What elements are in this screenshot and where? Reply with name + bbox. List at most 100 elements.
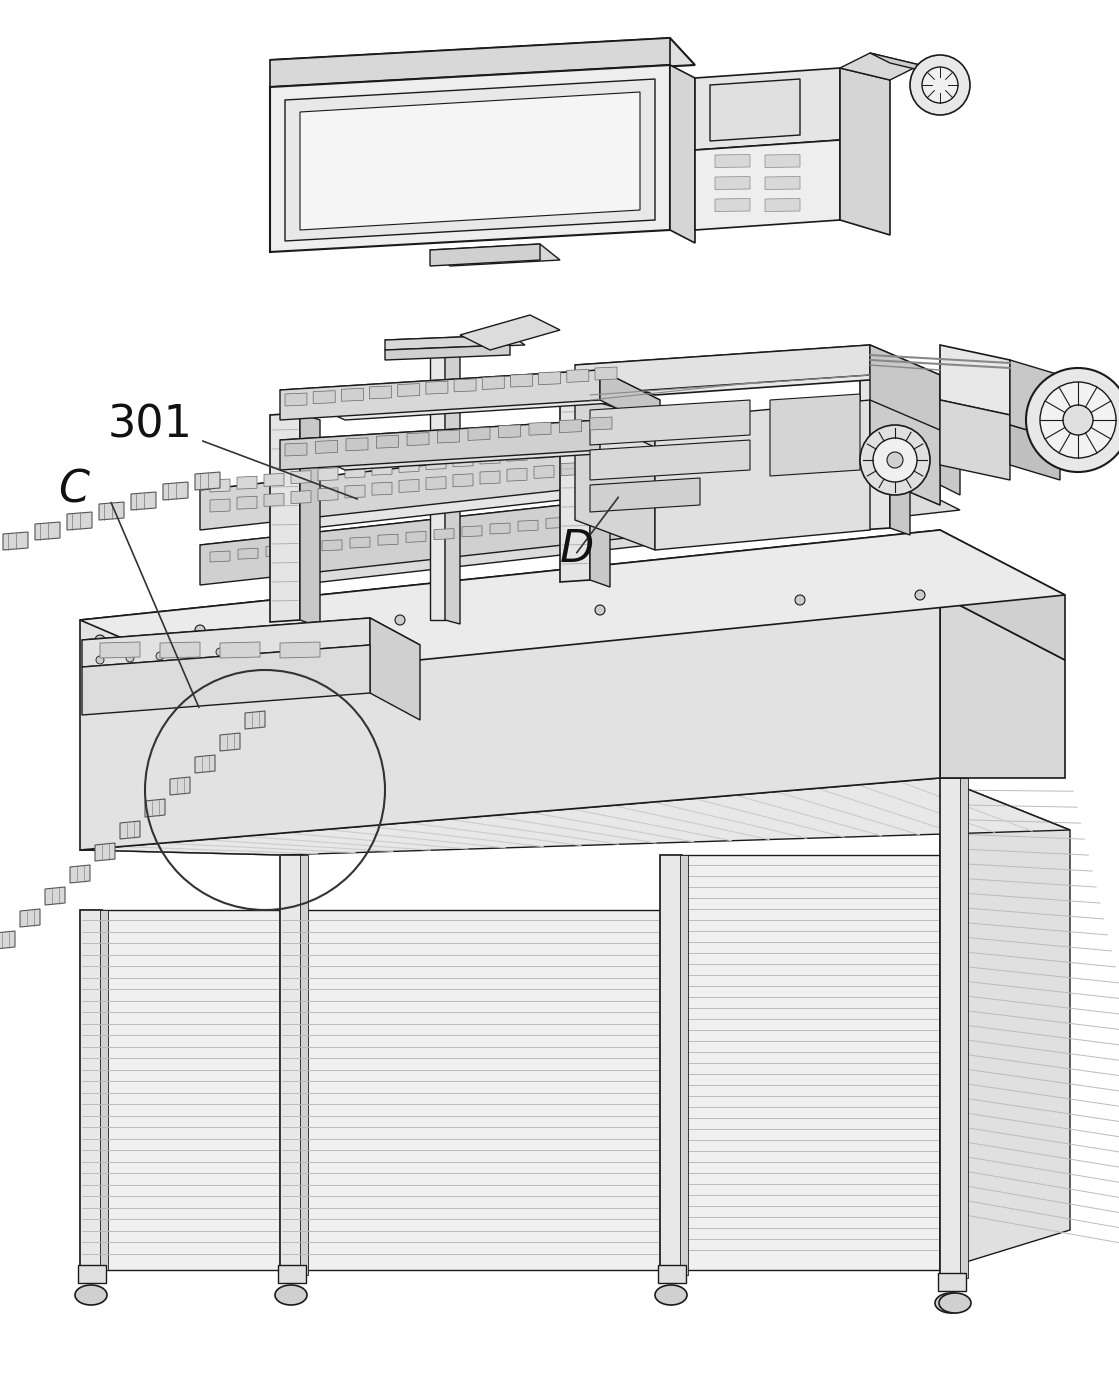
Polygon shape: [840, 68, 890, 235]
Circle shape: [195, 625, 205, 635]
Polygon shape: [300, 92, 640, 231]
Polygon shape: [397, 383, 420, 396]
Circle shape: [887, 451, 903, 468]
Polygon shape: [460, 315, 560, 350]
Polygon shape: [453, 454, 473, 467]
Polygon shape: [280, 369, 600, 419]
Polygon shape: [803, 438, 824, 450]
Polygon shape: [642, 454, 662, 467]
Polygon shape: [590, 400, 750, 444]
Polygon shape: [709, 79, 800, 142]
Polygon shape: [385, 344, 510, 360]
Polygon shape: [200, 415, 960, 531]
Polygon shape: [869, 53, 940, 75]
Polygon shape: [660, 856, 940, 1270]
Polygon shape: [770, 394, 861, 476]
Circle shape: [395, 615, 405, 625]
Polygon shape: [79, 778, 1070, 856]
Polygon shape: [82, 644, 370, 715]
Polygon shape: [770, 494, 790, 506]
Polygon shape: [890, 368, 910, 535]
Polygon shape: [534, 465, 554, 478]
Polygon shape: [658, 506, 678, 517]
Polygon shape: [869, 344, 940, 506]
Circle shape: [1026, 368, 1119, 472]
Polygon shape: [100, 910, 109, 1270]
Polygon shape: [313, 390, 336, 404]
Polygon shape: [575, 344, 940, 394]
Polygon shape: [940, 594, 1065, 778]
Polygon shape: [803, 418, 824, 431]
Polygon shape: [220, 733, 239, 751]
Polygon shape: [454, 379, 476, 392]
Polygon shape: [195, 472, 220, 490]
Polygon shape: [67, 513, 92, 531]
Polygon shape: [831, 414, 852, 428]
Polygon shape: [372, 463, 392, 475]
Polygon shape: [529, 422, 551, 435]
Polygon shape: [95, 843, 115, 861]
Circle shape: [861, 425, 930, 494]
Text: 301: 301: [109, 403, 192, 446]
Circle shape: [915, 590, 925, 600]
Circle shape: [216, 649, 224, 656]
Circle shape: [186, 650, 194, 658]
Polygon shape: [575, 344, 869, 394]
Polygon shape: [765, 154, 800, 168]
Polygon shape: [798, 492, 818, 503]
Polygon shape: [715, 199, 750, 211]
Polygon shape: [567, 369, 589, 382]
Polygon shape: [195, 756, 215, 774]
Polygon shape: [285, 393, 307, 406]
Polygon shape: [615, 457, 634, 469]
Polygon shape: [670, 65, 695, 243]
Polygon shape: [210, 551, 231, 563]
Polygon shape: [200, 415, 880, 531]
Polygon shape: [318, 468, 338, 481]
Polygon shape: [291, 490, 311, 504]
Polygon shape: [715, 176, 750, 189]
Polygon shape: [131, 492, 156, 510]
Polygon shape: [278, 1265, 305, 1283]
Polygon shape: [280, 910, 660, 1270]
Polygon shape: [669, 451, 689, 464]
Polygon shape: [345, 465, 365, 478]
Polygon shape: [370, 618, 420, 720]
Polygon shape: [777, 421, 797, 433]
Polygon shape: [426, 457, 446, 469]
Polygon shape: [574, 514, 594, 525]
Polygon shape: [210, 499, 231, 513]
Polygon shape: [445, 340, 460, 624]
Text: D: D: [560, 528, 594, 571]
Polygon shape: [518, 521, 538, 531]
Polygon shape: [480, 451, 500, 464]
Polygon shape: [940, 400, 1010, 481]
Polygon shape: [715, 154, 750, 168]
Polygon shape: [482, 376, 505, 389]
Polygon shape: [723, 446, 743, 458]
Polygon shape: [294, 543, 314, 554]
Polygon shape: [430, 244, 560, 267]
Polygon shape: [765, 199, 800, 211]
Polygon shape: [3, 532, 28, 550]
Ellipse shape: [275, 1285, 307, 1306]
Polygon shape: [695, 68, 840, 150]
Polygon shape: [0, 931, 15, 949]
Polygon shape: [270, 38, 695, 88]
Circle shape: [96, 656, 104, 664]
Polygon shape: [1010, 360, 1060, 440]
Polygon shape: [45, 888, 65, 906]
Polygon shape: [430, 340, 445, 619]
Polygon shape: [322, 540, 342, 551]
Polygon shape: [590, 478, 700, 513]
Polygon shape: [595, 367, 617, 381]
Polygon shape: [434, 529, 454, 539]
Polygon shape: [280, 856, 302, 1275]
Polygon shape: [534, 446, 554, 458]
Polygon shape: [714, 500, 734, 511]
Polygon shape: [590, 440, 750, 481]
Polygon shape: [264, 493, 284, 507]
Polygon shape: [869, 400, 940, 506]
Polygon shape: [696, 449, 716, 461]
Polygon shape: [507, 449, 527, 461]
